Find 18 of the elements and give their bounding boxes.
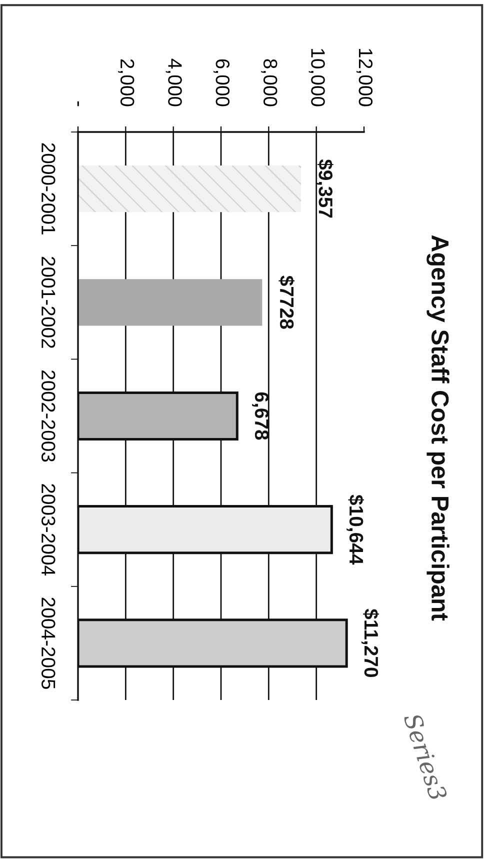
y-tick-label: 2002-2003 xyxy=(41,370,56,462)
x-tick-label: 12,000 xyxy=(356,49,373,106)
data-label: $11,270 xyxy=(362,608,379,678)
x-tick-label: 6,000 xyxy=(213,59,230,106)
data-label: $10,644 xyxy=(346,494,364,565)
y-tick-label: 2000-2001 xyxy=(41,143,56,234)
y-tick-label: 2004-2005 xyxy=(41,598,56,689)
y-tick-label: 2003-2004 xyxy=(41,484,56,576)
y-tick-label: 2001-2002 xyxy=(41,256,56,348)
x-tick-label: 10,000 xyxy=(308,49,325,106)
data-label: $9,357 xyxy=(316,159,334,218)
x-tick-label: 4,000 xyxy=(166,58,182,106)
text: Agency Staff Cost per Participant xyxy=(426,235,450,621)
x-tick-label: 2,000 xyxy=(118,59,134,106)
x-tick-label: - xyxy=(77,101,79,106)
x-tick-label: 8,000 xyxy=(261,59,278,106)
data-label: $7728 xyxy=(278,276,295,329)
data-label: 6,678 xyxy=(252,392,269,440)
